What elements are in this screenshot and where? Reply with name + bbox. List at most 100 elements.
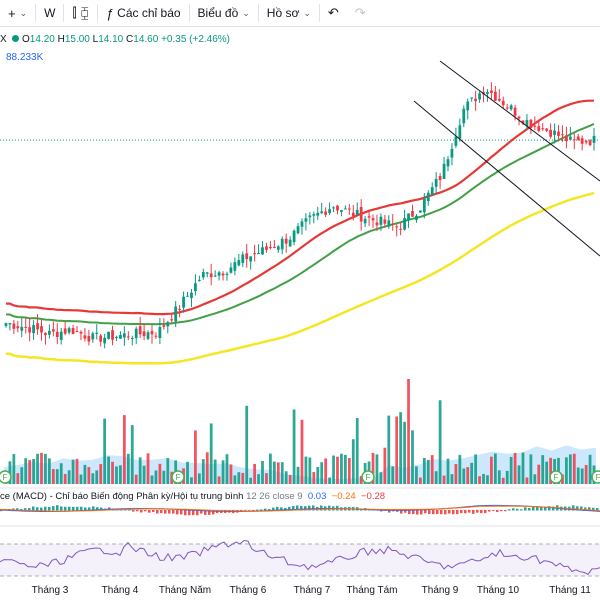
volume-bar xyxy=(194,430,197,484)
plus-icon: + xyxy=(8,5,16,21)
chevron-down-icon: ⌄ xyxy=(303,7,311,18)
candle-body xyxy=(509,105,513,110)
volume-bar xyxy=(24,458,28,484)
candle-body xyxy=(59,331,63,340)
event-flag-icon xyxy=(549,470,563,484)
macd-histogram-bar xyxy=(312,505,315,511)
ohlc-dot xyxy=(12,35,20,42)
symbol-name[interactable]: X xyxy=(0,34,7,45)
candle-body xyxy=(561,134,564,136)
macd-histogram-bar xyxy=(160,510,163,514)
volume-bar xyxy=(395,416,399,484)
x-tick-label: Tháng 10 xyxy=(476,585,520,596)
volume-bar xyxy=(67,470,71,484)
candle-body xyxy=(403,218,406,230)
chart-type-button[interactable]: Biểu đồ ⌄ xyxy=(190,0,258,26)
volume-bar xyxy=(379,472,383,484)
indicators-button[interactable]: ƒ Các chỉ báo xyxy=(98,0,189,26)
volume-bar xyxy=(407,379,410,484)
candles-icon: ⧮ xyxy=(80,5,89,20)
volume-bar xyxy=(107,456,110,484)
volume-bar xyxy=(320,462,324,484)
volume-bar xyxy=(79,474,83,484)
volume-bar xyxy=(549,457,552,484)
candle-body xyxy=(497,98,501,101)
candle-body xyxy=(178,308,182,310)
chevron-down-icon: ⌄ xyxy=(242,7,250,18)
volume-bar xyxy=(221,460,225,484)
candle-body xyxy=(300,221,304,227)
ohlc-legend: X O14.20 H15.00 L14.10 C14.60 +0.35 (+2.… xyxy=(0,34,230,45)
macd-histogram-bar xyxy=(32,506,35,511)
candle-body xyxy=(138,326,142,335)
macd-histogram-bar xyxy=(268,508,271,511)
macd-histogram-bar xyxy=(72,506,75,511)
open-value: 14.20 xyxy=(29,34,55,45)
candle-body xyxy=(32,325,35,334)
candle-body xyxy=(474,98,478,102)
candle-body xyxy=(407,213,410,221)
indicators-icon: ƒ xyxy=(105,5,114,21)
volume-bar xyxy=(576,467,580,484)
signal-value: −0.24 xyxy=(331,491,356,502)
macd-histogram-bar xyxy=(292,506,295,511)
macd-histogram-bar xyxy=(140,510,143,513)
candle-body xyxy=(533,125,537,127)
volume-bar xyxy=(292,409,296,484)
macd-histogram-bar xyxy=(380,510,383,512)
macd-histogram-bar xyxy=(56,505,59,511)
candle-body xyxy=(111,330,114,340)
volume-bar xyxy=(158,463,162,484)
time-axis[interactable]: Tháng 3 Tháng 4 Tháng Năm Tháng 6 Tháng 7 Thá… xyxy=(0,580,600,600)
candle-body xyxy=(470,97,474,99)
volume-bar xyxy=(529,454,533,484)
candle-body xyxy=(399,228,403,230)
volume-bar xyxy=(48,458,51,484)
volume-bar xyxy=(454,464,458,484)
macd-title[interactable]: ce (MACD) - Chỉ báo Biến động Phân kỳ/Hộ… xyxy=(0,491,244,502)
macd-histogram-bar xyxy=(0,510,3,512)
candle-body xyxy=(269,246,272,249)
redo-button[interactable]: ↷ xyxy=(347,0,374,26)
change-value: +0.35 (+2.46%) xyxy=(161,34,231,45)
candle-body xyxy=(328,209,331,213)
ma-red-line xyxy=(6,99,594,316)
macd-histogram-bar xyxy=(272,507,275,511)
macd-histogram-bar xyxy=(76,506,79,511)
macd-histogram-bar xyxy=(36,507,39,511)
macd-histogram-bar xyxy=(208,510,211,515)
macd-histogram-bar xyxy=(396,510,399,512)
macd-histogram-bar xyxy=(172,510,175,514)
top-toolbar: + ⌄ W ⫿ ⧮ ƒ Các chỉ báo Biểu đồ ⌄ Hồ sơ … xyxy=(0,0,600,27)
macd-histogram-bar xyxy=(276,506,279,511)
macd-histogram-bar xyxy=(164,510,167,514)
divider xyxy=(35,4,37,22)
macd-histogram-bar xyxy=(440,510,443,515)
macd-histogram-bar xyxy=(408,510,411,515)
candle-body xyxy=(466,101,470,111)
volume-bar xyxy=(580,468,584,484)
candle-body xyxy=(588,140,592,146)
candle-body xyxy=(95,332,99,334)
volume-bar xyxy=(138,457,142,484)
candle-body xyxy=(375,222,379,226)
undo-button[interactable]: ↶ xyxy=(320,0,347,26)
volume-bar xyxy=(478,476,481,484)
macd-histogram-bar xyxy=(308,505,311,511)
volume-bar xyxy=(229,464,233,484)
macd-histogram-bar xyxy=(516,508,519,511)
macd-histogram-bar xyxy=(448,510,451,514)
volume-bar xyxy=(59,463,63,484)
interval-button[interactable]: W xyxy=(36,0,63,26)
macd-histogram-bar xyxy=(476,510,479,513)
macd-histogram-bar xyxy=(416,510,419,515)
volume-bar xyxy=(438,400,442,484)
macd-histogram-bar xyxy=(68,506,71,511)
chart-style-button[interactable]: ⫿ ⧮ xyxy=(64,0,96,26)
candle-body xyxy=(28,327,32,333)
add-symbol-button[interactable]: + ⌄ xyxy=(0,0,35,26)
profile-button[interactable]: Hồ sơ ⌄ xyxy=(259,0,319,26)
macd-histogram-bar xyxy=(264,508,267,511)
volume-bar xyxy=(513,452,517,484)
